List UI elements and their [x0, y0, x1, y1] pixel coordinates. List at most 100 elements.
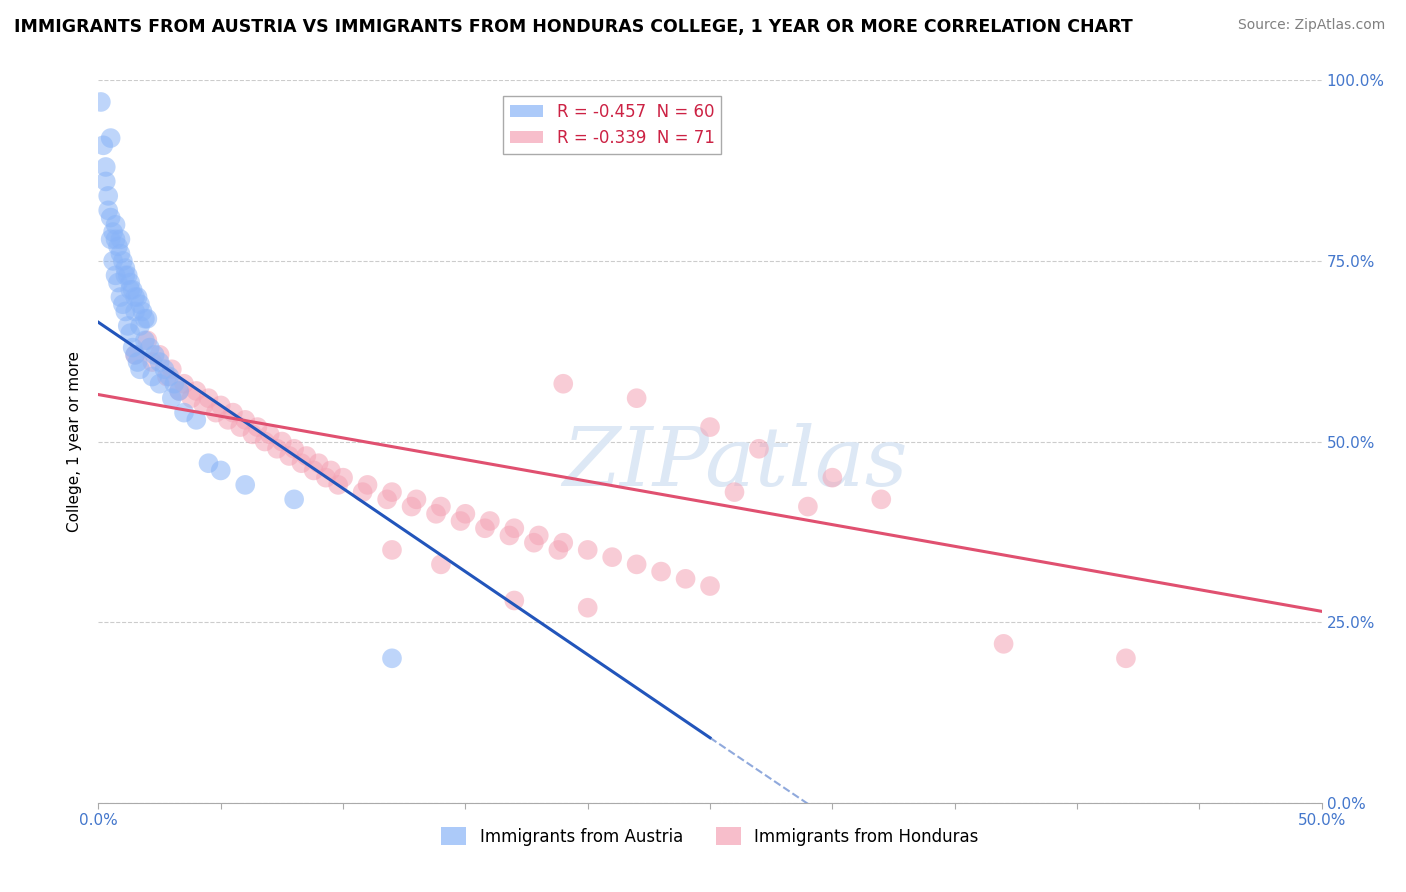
Point [233, 413, 256, 427]
Point [283, 492, 305, 507]
Point [141, 355, 163, 369]
Point [266, 442, 288, 456]
Point [699, 579, 721, 593]
Point [193, 398, 215, 412]
Point [104, 218, 127, 232]
Point [114, 261, 136, 276]
Point [149, 376, 172, 391]
Point [129, 297, 152, 311]
Point [97, 203, 120, 218]
Point [870, 492, 893, 507]
Point [114, 304, 136, 318]
Legend: Immigrants from Austria, Immigrants from Honduras: Immigrants from Austria, Immigrants from… [434, 821, 986, 852]
Point [167, 384, 190, 398]
Point [205, 406, 228, 420]
Point [401, 500, 423, 514]
Point [217, 413, 239, 427]
Point [381, 485, 404, 500]
Point [553, 376, 575, 391]
Point [430, 500, 453, 514]
Point [160, 362, 183, 376]
Point [197, 391, 219, 405]
Point [136, 334, 159, 348]
Point [136, 311, 159, 326]
Point [547, 542, 569, 557]
Point [107, 239, 129, 253]
Point [104, 268, 127, 283]
Point [127, 355, 149, 369]
Point [993, 637, 1015, 651]
Point [209, 398, 232, 412]
Point [114, 268, 136, 283]
Point [425, 507, 447, 521]
Point [222, 406, 245, 420]
Text: ZIPatlas: ZIPatlas [562, 423, 907, 503]
Point [160, 391, 183, 405]
Point [503, 521, 526, 535]
Point [107, 276, 129, 290]
Point [797, 500, 820, 514]
Point [253, 434, 276, 449]
Point [100, 232, 122, 246]
Point [748, 442, 770, 456]
Point [478, 514, 501, 528]
Point [319, 463, 342, 477]
Point [233, 478, 256, 492]
Point [129, 362, 152, 376]
Point [474, 521, 496, 535]
Point [117, 268, 139, 283]
Point [139, 341, 162, 355]
Point [430, 558, 453, 572]
Point [131, 304, 153, 318]
Point [1115, 651, 1137, 665]
Point [100, 211, 122, 225]
Point [120, 283, 142, 297]
Point [576, 542, 599, 557]
Point [129, 318, 152, 333]
Point [328, 478, 350, 492]
Point [356, 478, 378, 492]
Point [149, 355, 172, 369]
Point [120, 276, 142, 290]
Point [523, 535, 546, 549]
Point [173, 376, 195, 391]
Point [121, 283, 143, 297]
Point [259, 427, 281, 442]
Point [121, 341, 143, 355]
Point [209, 463, 232, 477]
Point [94, 174, 117, 188]
Point [134, 311, 156, 326]
Point [124, 348, 146, 362]
Point [375, 492, 398, 507]
Point [101, 253, 124, 268]
Point [149, 348, 172, 362]
Point [600, 550, 623, 565]
Y-axis label: College, 1 year or more: College, 1 year or more [67, 351, 83, 532]
Point [157, 369, 180, 384]
Point [90, 95, 112, 109]
Point [315, 470, 337, 484]
Point [503, 593, 526, 607]
Point [576, 600, 599, 615]
Point [527, 528, 550, 542]
Point [498, 528, 520, 542]
Point [450, 514, 472, 528]
Point [97, 189, 120, 203]
Point [352, 485, 374, 500]
Point [626, 391, 648, 405]
Point [120, 326, 142, 340]
Point [454, 507, 477, 521]
Point [381, 542, 404, 557]
Point [111, 253, 134, 268]
Point [91, 138, 114, 153]
Point [104, 232, 127, 246]
Text: Source: ZipAtlas.com: Source: ZipAtlas.com [1237, 18, 1385, 32]
Point [110, 290, 132, 304]
Point [94, 160, 117, 174]
Point [186, 384, 208, 398]
Point [173, 406, 195, 420]
Point [124, 348, 146, 362]
Point [405, 492, 427, 507]
Point [283, 442, 305, 456]
Point [124, 304, 146, 318]
